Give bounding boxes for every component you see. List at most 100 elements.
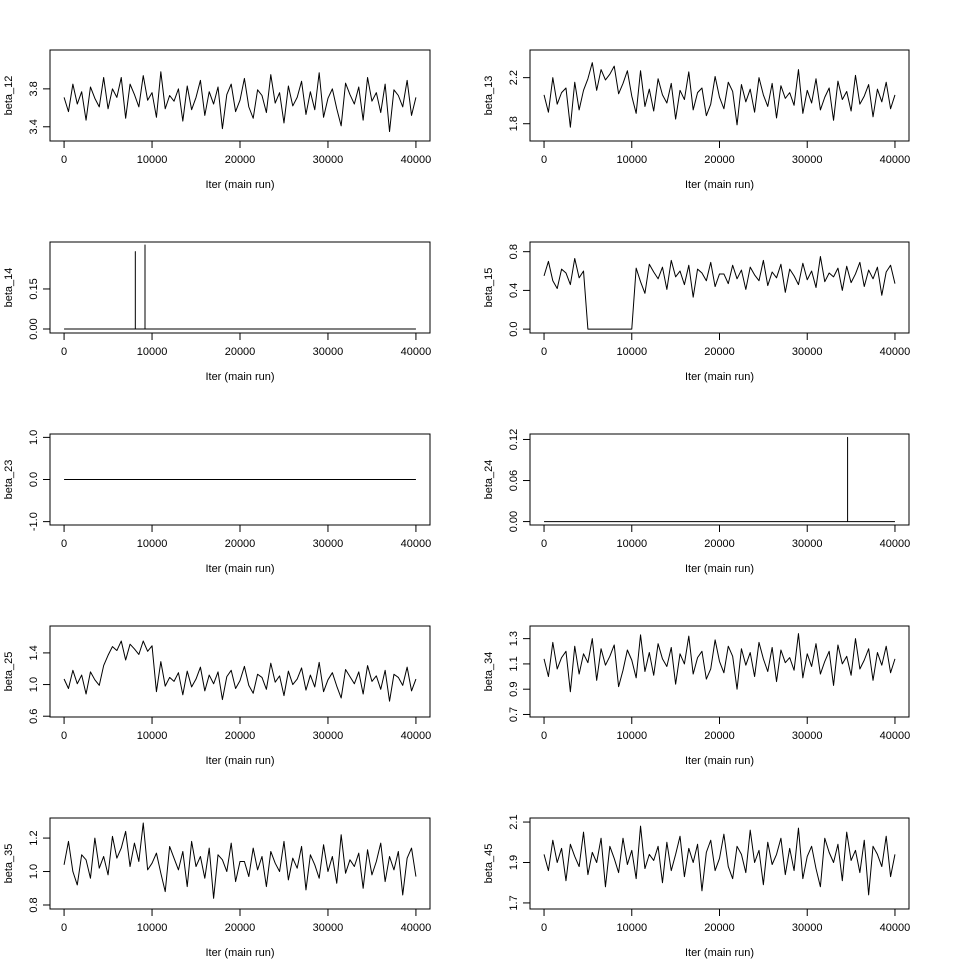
x-tick-label: 10000 (616, 538, 647, 550)
x-axis-label: Iter (main run) (205, 179, 274, 191)
x-tick-label: 30000 (792, 922, 823, 934)
y-tick-label: 0.06 (508, 470, 520, 491)
x-tick-label: 0 (61, 922, 67, 934)
y-axis-label: beta_13 (483, 76, 495, 116)
x-tick-label: 40000 (401, 922, 432, 934)
y-tick-label: 0.8 (508, 244, 520, 259)
trace-line (63, 640, 417, 702)
x-tick-label: 10000 (616, 730, 647, 742)
plot-frame (49, 433, 431, 526)
y-tick-label: 0.0 (28, 472, 40, 487)
y-tick-label: 3.4 (28, 119, 40, 134)
y-tick-label: 2.2 (508, 70, 520, 85)
x-axis-label: Iter (main run) (205, 755, 274, 767)
x-tick-label: 20000 (704, 538, 735, 550)
plot-frame (49, 241, 431, 334)
y-tick-label: 0.4 (508, 283, 520, 298)
y-tick-label: 0.0 (508, 321, 520, 336)
y-tick-label: 0.6 (28, 709, 40, 724)
x-tick-label: 40000 (401, 346, 432, 358)
trace-line (543, 62, 896, 128)
x-tick-label: 0 (541, 346, 547, 358)
x-tick-label: 30000 (792, 730, 823, 742)
trace-line (543, 633, 896, 693)
x-tick-label: 30000 (792, 346, 823, 358)
y-axis-label: beta_25 (3, 652, 15, 692)
y-tick-label: 1.7 (508, 895, 520, 910)
x-axis-label: Iter (main run) (685, 563, 754, 575)
x-axis-label: Iter (main run) (685, 371, 754, 383)
x-tick-label: 10000 (137, 730, 168, 742)
x-tick-label: 40000 (880, 538, 911, 550)
trace-line (63, 822, 417, 899)
x-tick-label: 0 (61, 730, 67, 742)
x-tick-label: 40000 (880, 154, 911, 166)
x-tick-label: 30000 (313, 154, 344, 166)
x-tick-label: 40000 (880, 730, 911, 742)
x-tick-label: 0 (541, 730, 547, 742)
x-tick-label: 40000 (880, 922, 911, 934)
plot-frame (529, 49, 910, 142)
plot-frame (529, 241, 910, 334)
x-tick-label: 10000 (137, 154, 168, 166)
x-axis-label: Iter (main run) (685, 179, 754, 191)
x-tick-label: 20000 (704, 922, 735, 934)
plot-frame (529, 817, 910, 910)
y-tick-label: 0.15 (28, 278, 40, 299)
y-axis-label: beta_15 (483, 268, 495, 308)
x-tick-label: 40000 (401, 538, 432, 550)
y-axis-label: beta_12 (3, 76, 15, 116)
y-tick-label: 1.0 (28, 864, 40, 879)
plot-frame (49, 625, 431, 718)
x-tick-label: 0 (61, 538, 67, 550)
x-tick-label: 30000 (792, 154, 823, 166)
x-tick-label: 40000 (880, 346, 911, 358)
x-tick-label: 40000 (401, 154, 432, 166)
x-tick-label: 10000 (137, 922, 168, 934)
x-tick-label: 10000 (616, 922, 647, 934)
x-tick-label: 40000 (401, 730, 432, 742)
y-axis-label: beta_45 (483, 844, 495, 884)
x-tick-label: 30000 (313, 730, 344, 742)
x-tick-label: 20000 (704, 346, 735, 358)
x-tick-label: 0 (541, 922, 547, 934)
x-tick-label: 30000 (313, 346, 344, 358)
x-tick-label: 20000 (704, 154, 735, 166)
y-tick-label: 1.0 (28, 430, 40, 445)
x-axis-label: Iter (main run) (205, 947, 274, 959)
y-tick-label: 1.9 (508, 855, 520, 870)
y-tick-label: 0.7 (508, 707, 520, 722)
trace-line (63, 71, 417, 133)
x-tick-label: 30000 (792, 538, 823, 550)
x-axis-label: Iter (main run) (685, 755, 754, 767)
x-tick-label: 30000 (313, 922, 344, 934)
trace-line (544, 436, 895, 523)
y-axis-label: beta_24 (483, 460, 495, 500)
x-tick-label: 0 (541, 538, 547, 550)
y-tick-label: 1.2 (28, 830, 40, 845)
y-axis-label: beta_35 (3, 844, 15, 884)
trace-line (543, 256, 896, 330)
y-axis-label: beta_14 (3, 268, 15, 308)
x-axis-label: Iter (main run) (205, 371, 274, 383)
x-tick-label: 10000 (616, 346, 647, 358)
y-tick-label: 1.8 (508, 116, 520, 131)
x-tick-label: 20000 (704, 730, 735, 742)
x-tick-label: 20000 (225, 154, 256, 166)
plot-frame (49, 817, 431, 910)
plot-frame (529, 433, 910, 526)
y-tick-label: 0.00 (508, 511, 520, 532)
y-tick-label: 2.1 (508, 814, 520, 829)
y-axis-label: beta_34 (483, 652, 495, 692)
x-axis-label: Iter (main run) (685, 947, 754, 959)
y-axis-label: beta_23 (3, 460, 15, 500)
y-tick-label: 1.4 (28, 645, 40, 660)
y-tick-label: -1.0 (28, 512, 40, 531)
trace-line (64, 244, 416, 330)
x-tick-label: 10000 (137, 538, 168, 550)
y-tick-label: 0.12 (508, 429, 520, 450)
y-tick-label: 0.00 (28, 318, 40, 339)
x-tick-label: 20000 (225, 346, 256, 358)
